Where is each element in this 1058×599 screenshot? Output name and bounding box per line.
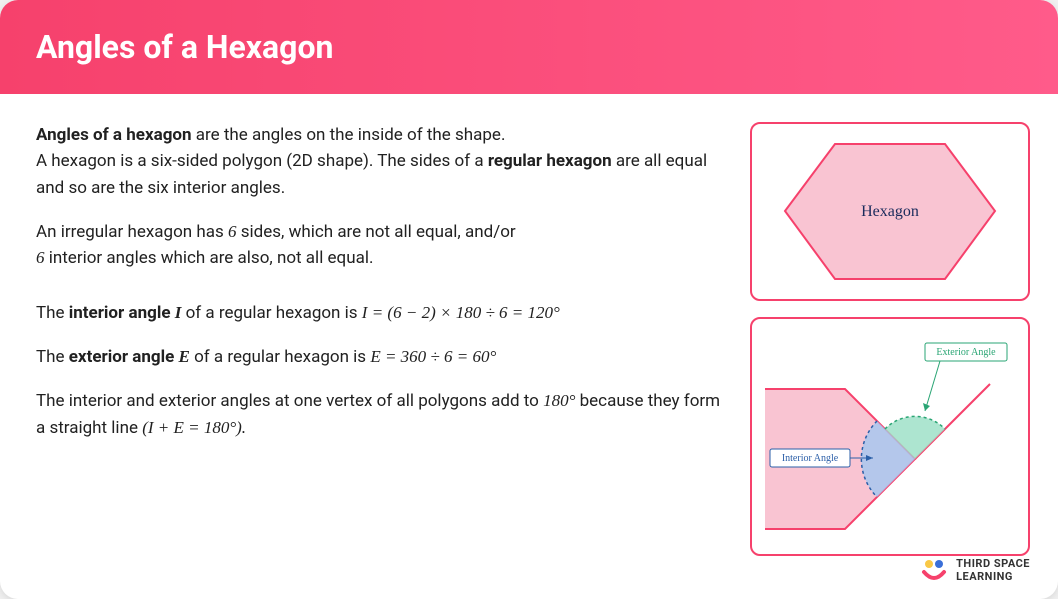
p3-t1: The bbox=[36, 303, 69, 323]
text-column: Angles of a hexagon are the angles on th… bbox=[36, 122, 726, 556]
logo-arc bbox=[924, 572, 944, 578]
p1-t2: A hexagon is a six-sided polygon (2D sha… bbox=[36, 151, 488, 171]
term-angles-of-hexagon: Angles of a hexagon bbox=[36, 125, 192, 145]
logo-dot-2 bbox=[935, 560, 943, 568]
logo-text-wrap: THIRD SPACE LEARNING bbox=[956, 557, 1030, 583]
p2-n2: 6 bbox=[36, 248, 45, 267]
p4-t1: The bbox=[36, 347, 69, 367]
figure-column: Hexagon bbox=[750, 122, 1030, 556]
term-exterior-angle: exterior angle E bbox=[69, 347, 190, 367]
angles-svg: Exterior Angle Interior Angle bbox=[765, 329, 1015, 544]
brand-logo: THIRD SPACE LEARNING bbox=[920, 557, 1030, 583]
p1-t1: are the angles on the inside of the shap… bbox=[192, 125, 506, 145]
exterior-label-arrow bbox=[923, 403, 930, 411]
hexagon-label: Hexagon bbox=[861, 203, 919, 220]
paragraph-3: The interior angle I of a regular hexago… bbox=[36, 300, 726, 326]
p4-t2: of a regular hexagon is bbox=[190, 347, 370, 367]
p2-t1: An irregular hexagon has bbox=[36, 222, 228, 242]
p2-n1: 6 bbox=[228, 222, 237, 241]
exterior-label-group: Exterior Angle bbox=[923, 343, 1007, 411]
interior-label-text: Interior Angle bbox=[782, 453, 839, 464]
p3-t2: of a regular hexagon is bbox=[181, 303, 361, 323]
logo-dot-1 bbox=[925, 560, 933, 568]
p2-t2: sides, which are not all equal, and/or bbox=[237, 222, 516, 242]
content-area: Angles of a hexagon are the angles on th… bbox=[0, 94, 1058, 572]
paragraph-4: The exterior angle E of a regular hexago… bbox=[36, 344, 726, 370]
header-banner: Angles of a Hexagon bbox=[0, 0, 1058, 94]
p2-t3: interior angles which are also, not all … bbox=[45, 248, 374, 268]
lesson-card: Angles of a Hexagon Angles of a hexagon … bbox=[0, 0, 1058, 599]
figure-angles-box: Exterior Angle Interior Angle bbox=[750, 317, 1030, 556]
logo-text-2: LEARNING bbox=[956, 570, 1030, 583]
p5-t1: The interior and exterior angles at one … bbox=[36, 391, 543, 411]
logo-icon bbox=[920, 558, 948, 582]
term-regular-hexagon: regular hexagon bbox=[488, 151, 612, 171]
paragraph-1: Angles of a hexagon are the angles on th… bbox=[36, 122, 726, 201]
paragraph-5: The interior and exterior angles at one … bbox=[36, 388, 726, 441]
logo-text-1: THIRD SPACE bbox=[956, 557, 1030, 570]
term-interior-angle: interior angle I bbox=[69, 303, 182, 323]
figure-hexagon-box: Hexagon bbox=[750, 122, 1030, 301]
page-title: Angles of a Hexagon bbox=[36, 28, 1022, 66]
exterior-label-text: Exterior Angle bbox=[936, 347, 996, 358]
exterior-angle-equation: E = 360 ÷ 6 = 60° bbox=[370, 347, 496, 366]
p5-n1: 180° bbox=[543, 391, 575, 410]
straight-line-equation: (I + E = 180°). bbox=[142, 418, 246, 437]
exterior-label-line bbox=[925, 361, 940, 411]
paragraph-2: An irregular hexagon has 6 sides, which … bbox=[36, 219, 726, 272]
interior-angle-equation: I = (6 − 2) × 180 ÷ 6 = 120° bbox=[362, 303, 560, 322]
hexagon-svg: Hexagon bbox=[770, 134, 1010, 289]
